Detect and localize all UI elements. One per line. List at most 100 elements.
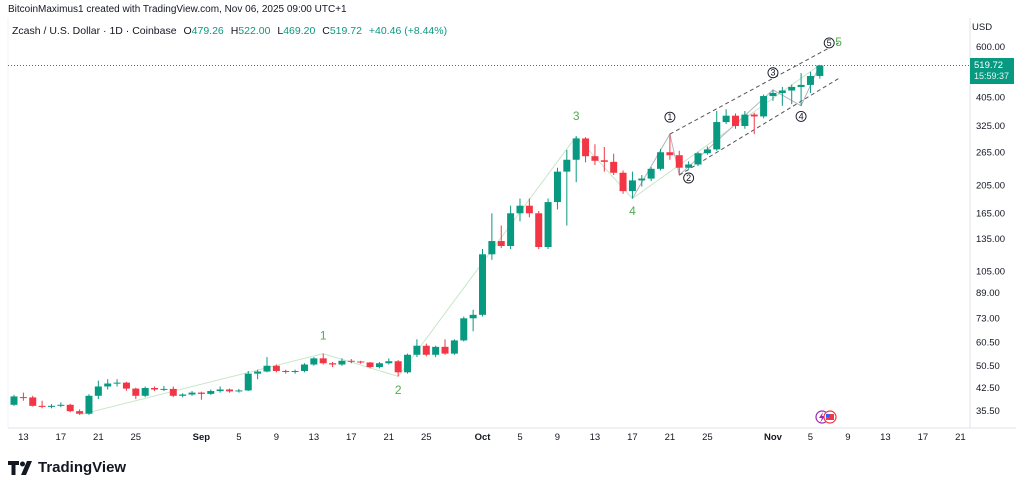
candle xyxy=(385,358,393,365)
candle xyxy=(525,198,533,218)
candle-body xyxy=(357,361,365,363)
time-tick-label: 21 xyxy=(665,432,676,443)
price-tick-label: 135.00 xyxy=(976,234,1005,245)
candle-body xyxy=(497,241,505,246)
candle xyxy=(591,144,599,166)
candle xyxy=(282,369,290,374)
channel-lower-line xyxy=(679,78,839,176)
elliott-wave-line xyxy=(79,64,821,416)
candle xyxy=(394,360,402,377)
candle-body xyxy=(816,65,824,76)
candle xyxy=(657,148,665,171)
time-tick-label: 21 xyxy=(384,432,395,443)
candle xyxy=(76,409,84,415)
wave-label: 4 xyxy=(629,204,636,218)
candle-body xyxy=(797,84,805,87)
subwave-circle xyxy=(664,111,676,123)
candle-body xyxy=(488,241,496,255)
candle xyxy=(488,213,496,260)
candle-body xyxy=(750,114,758,117)
candle xyxy=(19,392,27,401)
candle-body xyxy=(769,92,777,97)
candle-body xyxy=(413,345,421,355)
brand-name: TradingView xyxy=(38,459,127,476)
price-tick-label: 60.50 xyxy=(976,338,1000,349)
subwave-circle xyxy=(683,172,695,184)
candle-body xyxy=(469,314,477,319)
candle xyxy=(310,357,318,366)
subwave-label: 2 xyxy=(683,172,695,184)
subwave-circle xyxy=(767,67,779,79)
time-tick-label: 25 xyxy=(421,432,432,443)
candle-body xyxy=(113,382,121,384)
candle xyxy=(666,134,674,160)
candle xyxy=(235,388,243,393)
subwave-label: 1 xyxy=(664,111,676,123)
candle xyxy=(741,111,749,129)
candle-body xyxy=(694,153,702,165)
candle xyxy=(169,386,177,398)
candle xyxy=(404,353,412,374)
current-price-tag: 519.72 15:59:37 xyxy=(970,58,1014,84)
close-label: C xyxy=(322,25,330,37)
candle-body xyxy=(19,397,27,399)
candle xyxy=(507,205,515,250)
candle xyxy=(422,343,430,357)
candle xyxy=(479,249,486,317)
candle-body xyxy=(254,371,262,374)
candle-body xyxy=(226,389,234,392)
candle-body xyxy=(553,171,561,203)
candle xyxy=(750,112,758,135)
candle-body xyxy=(104,383,112,387)
candle-body xyxy=(319,358,327,364)
price-tick-label: 325.00 xyxy=(976,121,1005,132)
candle xyxy=(319,353,327,365)
candle xyxy=(94,380,102,400)
wave-label: 2 xyxy=(395,383,402,397)
candle-body xyxy=(600,160,608,162)
candle xyxy=(38,400,46,409)
candle-body xyxy=(188,392,196,395)
time-tick-label: 17 xyxy=(627,432,638,443)
currency-label[interactable]: USD xyxy=(972,22,993,33)
channel-upper-line xyxy=(669,42,839,135)
candle-body xyxy=(675,155,683,168)
candle-body xyxy=(235,390,243,392)
time-tick-label: 21 xyxy=(955,432,966,443)
candle-body xyxy=(441,346,449,354)
symbol-title[interactable]: Zcash / U.S. Dollar · 1D · Coinbase xyxy=(12,25,177,37)
tradingview-logo[interactable]: TradingView xyxy=(8,459,126,476)
candle xyxy=(272,364,280,373)
candle xyxy=(703,146,711,155)
candle-body xyxy=(394,361,402,373)
candle-body xyxy=(535,213,543,247)
candle xyxy=(57,402,65,408)
price-tick-label: 265.00 xyxy=(976,147,1005,158)
close-value: 519.72 xyxy=(329,25,362,37)
chart-credit: BitcoinMaximus1 created with TradingView… xyxy=(8,4,347,15)
price-tick-label: 405.00 xyxy=(976,93,1005,104)
candle-body xyxy=(582,138,590,157)
symbol-legend: Zcash / U.S. Dollar · 1D · Coinbase O479… xyxy=(12,25,447,37)
candle-body xyxy=(572,138,580,160)
candle xyxy=(816,64,824,79)
candle xyxy=(713,111,721,151)
price-tick-label: 600.00 xyxy=(976,42,1005,53)
candle xyxy=(10,394,18,406)
time-tick-label: 5 xyxy=(808,432,813,443)
candle-body xyxy=(685,164,693,168)
candle-body xyxy=(169,388,177,396)
candle xyxy=(197,391,205,400)
candle xyxy=(216,386,224,393)
candle xyxy=(366,362,374,369)
candle xyxy=(450,339,458,355)
candle xyxy=(347,359,355,364)
candle-body xyxy=(525,205,533,214)
change-value: +40.46 (+8.44%) xyxy=(368,25,448,37)
candle xyxy=(113,379,121,387)
candle-body xyxy=(507,213,515,246)
candle xyxy=(263,357,271,373)
candle-body xyxy=(460,318,468,341)
candle xyxy=(141,386,149,398)
